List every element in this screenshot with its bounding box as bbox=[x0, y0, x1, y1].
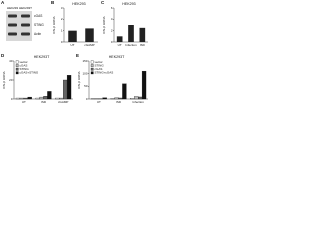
x-tick-label: ISD bbox=[41, 100, 47, 104]
y-tick-label: 1 bbox=[61, 28, 63, 32]
x-tick-label: cGAMP bbox=[84, 43, 94, 47]
y-tick-label: 50 bbox=[84, 84, 88, 88]
bar bbox=[138, 96, 143, 100]
bar bbox=[47, 91, 52, 100]
legend-swatch bbox=[15, 67, 19, 71]
bar bbox=[128, 25, 134, 42]
x-tick-label: Infection bbox=[125, 43, 137, 47]
legend-swatch bbox=[15, 60, 19, 64]
y-tick-label: 0 bbox=[86, 97, 88, 101]
legend-label: vector bbox=[95, 60, 103, 64]
lane-label: HEK293T bbox=[19, 6, 32, 10]
y-tick-label: 0 bbox=[11, 97, 13, 101]
legend-swatch bbox=[90, 67, 94, 71]
bar bbox=[66, 75, 72, 100]
x-tick-label: UT bbox=[22, 100, 26, 104]
band bbox=[8, 14, 17, 18]
band bbox=[21, 14, 30, 18]
page: A HEK293 HEK293T cGAS STING Actin B HEK293 IFN-β… bbox=[0, 0, 320, 107]
chart-title: HEK293T bbox=[34, 55, 50, 59]
band bbox=[21, 32, 30, 36]
panel-letter: E bbox=[76, 53, 79, 58]
lane-label: HEK293 bbox=[7, 6, 19, 10]
legend-swatch bbox=[15, 64, 19, 67]
bar bbox=[85, 28, 94, 42]
band bbox=[8, 23, 17, 27]
bar bbox=[110, 98, 115, 100]
band-label: Actin bbox=[34, 32, 41, 36]
legend-label: vector bbox=[20, 60, 28, 64]
y-axis-label: IFN-β mRNA bbox=[52, 16, 56, 33]
bar bbox=[59, 97, 64, 100]
y-tick-label: 100 bbox=[82, 71, 87, 75]
legend-swatch bbox=[15, 71, 19, 75]
x-tick-label: UT bbox=[71, 43, 75, 47]
legend-swatch bbox=[90, 64, 94, 67]
y-tick-label: 3 bbox=[61, 6, 63, 10]
bar bbox=[68, 30, 77, 42]
legend-label: STING bbox=[20, 67, 30, 71]
bar bbox=[43, 96, 48, 100]
panel-letter: A bbox=[1, 0, 5, 5]
x-tick-label: UT bbox=[118, 43, 122, 47]
bar bbox=[118, 97, 123, 100]
band-label: STING bbox=[34, 23, 44, 27]
legend-label: STING bbox=[95, 63, 105, 67]
bar bbox=[27, 96, 32, 100]
bar bbox=[63, 79, 68, 100]
bar bbox=[35, 97, 40, 100]
y-tick-label: 2 bbox=[61, 17, 63, 21]
bar bbox=[102, 97, 107, 100]
panel-letter: D bbox=[1, 53, 5, 58]
y-tick-label: 0 bbox=[111, 40, 113, 44]
legend-swatch bbox=[90, 60, 94, 64]
bar bbox=[116, 36, 123, 42]
band bbox=[8, 32, 17, 36]
y-axis-label: IFN-β mRNA bbox=[2, 71, 6, 88]
legend-label: STING+cGAS bbox=[95, 71, 114, 75]
x-tick-label: ISD bbox=[140, 43, 146, 47]
y-tick-label: 40 bbox=[9, 59, 13, 63]
panel-letter: B bbox=[51, 0, 55, 5]
bar bbox=[114, 97, 119, 100]
bar bbox=[15, 97, 21, 100]
bar bbox=[55, 97, 60, 100]
y-tick-label: 4 bbox=[111, 17, 113, 21]
y-tick-label: 20 bbox=[9, 78, 13, 82]
bar bbox=[122, 83, 127, 100]
chart-title: HEK293 bbox=[122, 2, 135, 6]
x-tick-label: UT bbox=[97, 100, 101, 104]
legend-label: cGAS bbox=[95, 67, 103, 71]
bar bbox=[23, 97, 28, 100]
x-tick-label: ISD bbox=[116, 100, 122, 104]
y-axis-label: IFN-β mRNA bbox=[102, 16, 106, 33]
y-tick-label: 6 bbox=[111, 6, 113, 10]
bar bbox=[130, 98, 135, 100]
band bbox=[21, 23, 30, 27]
panel-letter: C bbox=[101, 0, 105, 5]
legend-label: cGAS+STING bbox=[20, 71, 39, 75]
legend-swatch bbox=[90, 71, 94, 75]
bar bbox=[19, 97, 24, 100]
x-tick-label: cGAMP bbox=[58, 100, 68, 104]
x-tick-label: Infection bbox=[132, 100, 144, 104]
chart-title: HEK293T bbox=[109, 55, 125, 59]
band-label: cGAS bbox=[34, 14, 42, 18]
y-axis-label: IFN-β mRNA bbox=[77, 71, 81, 88]
bar bbox=[141, 70, 147, 100]
y-tick-label: 0 bbox=[61, 40, 63, 44]
y-tick-label: 150 bbox=[82, 59, 87, 63]
y-tick-label: 2 bbox=[111, 28, 113, 32]
bar bbox=[39, 96, 44, 100]
legend-label: cGAS bbox=[20, 63, 28, 67]
bar bbox=[134, 96, 139, 100]
chart-title: HEK293 bbox=[72, 2, 85, 6]
bar bbox=[139, 27, 146, 42]
